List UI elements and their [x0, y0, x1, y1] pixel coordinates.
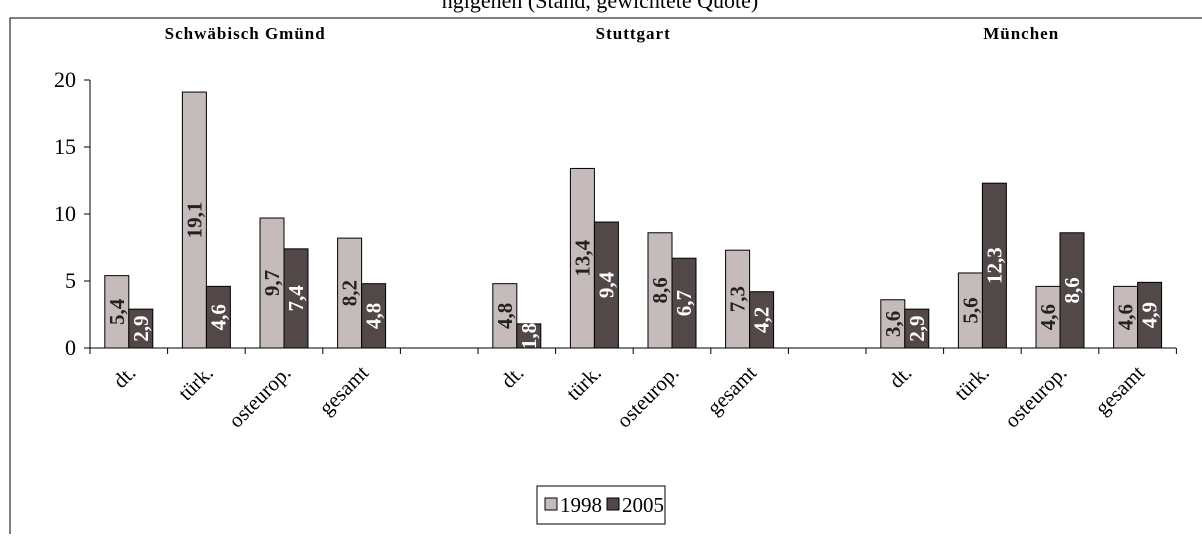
bar-2005 [516, 323, 542, 349]
data-label: 7,3 [726, 286, 750, 312]
x-tick-label: gesamt [314, 360, 373, 419]
data-label: 4,8 [362, 303, 386, 329]
data-label: 2,9 [905, 315, 929, 341]
bar-2005 [1137, 281, 1163, 349]
data-label: 9,7 [260, 270, 284, 296]
data-labels: 5,42,919,14,69,77,4 8,24,8 4,81,813,49,4 8,… [105, 202, 1162, 349]
bar-1998 [880, 299, 906, 349]
data-label: 5,4 [105, 298, 129, 325]
group-titles: Schwäbisch Gmünd Stuttgart München [165, 24, 1059, 43]
x-tick-label: dt. [496, 361, 528, 393]
x-tick-label: türk. [173, 361, 218, 406]
bar-2005 [1059, 232, 1085, 349]
data-label: 8,2 [338, 280, 362, 306]
bar-1998 [337, 237, 363, 349]
x-tick-label: osteurop. [612, 361, 684, 433]
data-label: 8,6 [648, 277, 672, 303]
y-tick-label: 20 [54, 67, 76, 92]
bar-1998 [1113, 285, 1139, 349]
bar-1998 [957, 272, 983, 349]
bars [104, 91, 1163, 349]
data-label: 6,7 [672, 290, 696, 316]
legend-swatch-2005 [606, 497, 620, 511]
group-title: Stuttgart [596, 24, 671, 43]
data-label: 7,4 [284, 285, 308, 312]
bar-2005 [205, 285, 231, 349]
bar-2005 [128, 308, 154, 349]
bar-1998 [647, 232, 673, 349]
x-tick-labels: dt. türk. osteurop. gesamt dt. türk. osteurop.… [108, 360, 1149, 432]
bar-1998 [492, 283, 518, 349]
x-tick-label: osteurop. [224, 361, 296, 433]
legend-swatch-1998 [544, 497, 558, 511]
y-tick-label: 5 [65, 268, 76, 293]
data-label: 4,2 [750, 307, 774, 333]
x-tick-label: dt. [108, 361, 140, 393]
bar-2005 [981, 182, 1007, 349]
legend-label-2005: 2005 [622, 493, 664, 517]
chart-caption-truncated: ngigenen (Stand, gewichtete Quote) [442, 0, 758, 13]
y-tick-label: 10 [54, 201, 76, 226]
bar-1998 [725, 249, 751, 349]
x-tick-label: türk. [949, 361, 994, 406]
data-label: 2,9 [129, 315, 153, 341]
legend-box [536, 485, 666, 525]
x-tick-label: gesamt [702, 360, 761, 419]
group-title: Schwäbisch Gmünd [165, 24, 326, 43]
bar-1998 [104, 275, 130, 349]
y-tick-label: 15 [54, 134, 76, 159]
data-label: 4,8 [493, 303, 517, 329]
bar-2005 [283, 248, 309, 349]
data-label: 19,1 [182, 202, 206, 239]
data-label: 5,6 [958, 297, 982, 323]
group-title: München [983, 24, 1059, 43]
bar-2005 [671, 257, 697, 349]
x-tick-label: dt. [884, 361, 916, 393]
bar-1998 [1035, 285, 1061, 349]
bar-2005 [749, 291, 775, 349]
legend: 1998 2005 [536, 485, 666, 525]
bar-1998 [259, 217, 285, 349]
bar-2005 [361, 283, 387, 349]
bar-2005 [904, 308, 930, 349]
y-tick-label: 0 [65, 335, 76, 360]
data-label: 13,4 [570, 239, 594, 276]
data-label: 1,8 [517, 323, 541, 349]
data-label: 4,6 [1036, 304, 1060, 330]
bar-2005 [593, 221, 619, 349]
data-label: 8,6 [1060, 277, 1084, 303]
legend-label-1998: 1998 [560, 493, 602, 517]
bar-1998 [569, 167, 595, 349]
x-tick-label: gesamt [1090, 360, 1149, 419]
plot-border [9, 17, 1202, 539]
x-tick-label: osteurop. [1000, 361, 1072, 433]
bar-1998 [181, 91, 207, 349]
data-label: 12,3 [982, 247, 1006, 284]
data-label: 4,6 [1114, 304, 1138, 330]
data-label: 4,6 [206, 304, 230, 330]
data-label: 3,6 [881, 311, 905, 337]
data-label: 9,4 [594, 271, 618, 298]
x-tick-label: türk. [561, 361, 606, 406]
data-label: 4,9 [1138, 302, 1162, 328]
